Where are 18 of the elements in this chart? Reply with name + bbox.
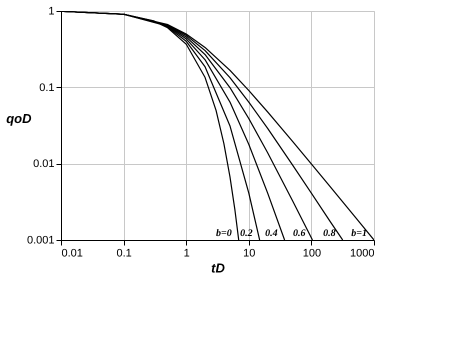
series-label: b=1 [351, 228, 367, 239]
x-tick-label: 10 [243, 248, 256, 260]
series-label: 0.6 [292, 228, 306, 239]
series-label: 0.2 [240, 228, 253, 239]
y-tick-label: 1 [48, 6, 54, 18]
y-tick-label: 0.1 [39, 82, 54, 94]
y-tick-label: 0.001 [26, 234, 54, 246]
x-tick-label: 100 [302, 248, 322, 260]
series-label: 0.8 [323, 228, 336, 239]
x-tick-label: 1 [184, 248, 190, 260]
series-label: b=0 [216, 228, 232, 239]
y-axis-title: qoD [6, 111, 32, 126]
y-tick-label: 0.01 [33, 158, 54, 170]
x-tick-label: 1000 [350, 248, 374, 260]
x-tick-label: 0.1 [116, 248, 132, 260]
x-axis-title: tD [211, 260, 226, 276]
x-tick-label: 0.01 [62, 248, 83, 260]
series-label: 0.4 [265, 228, 278, 239]
